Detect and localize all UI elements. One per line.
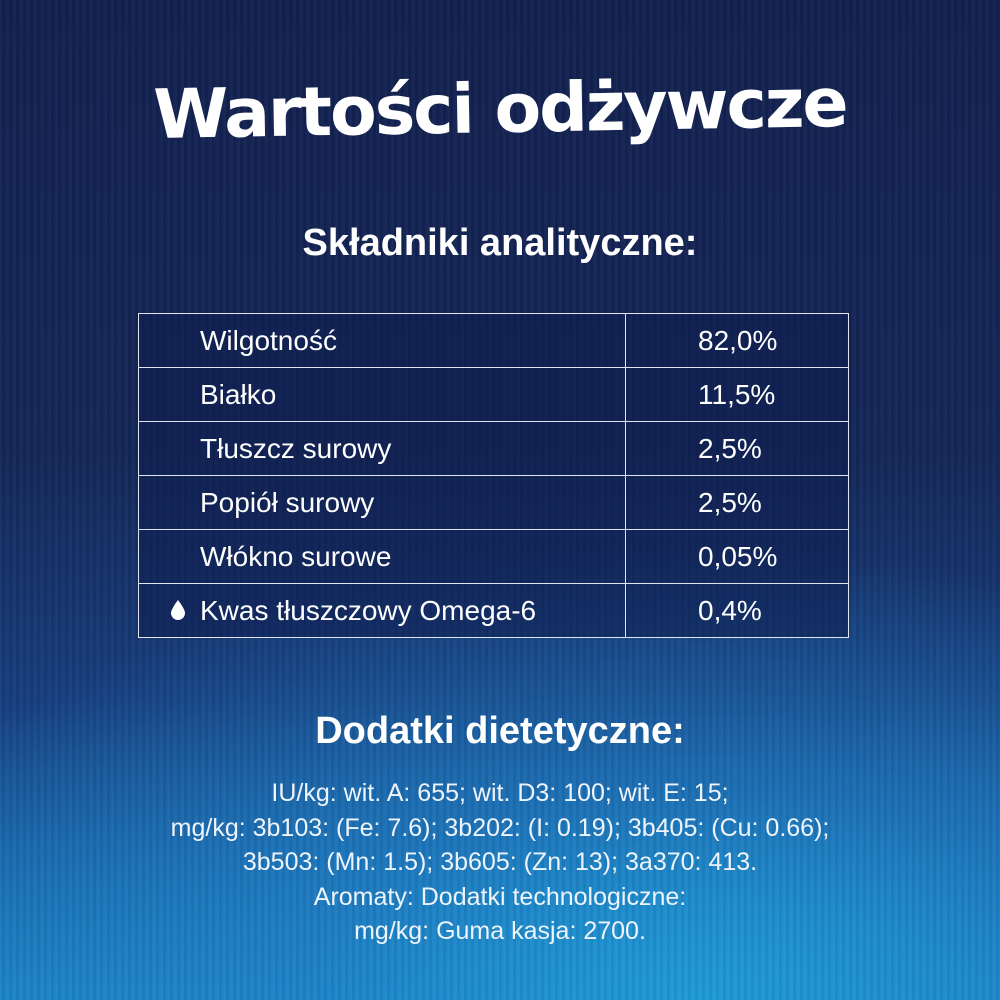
- nutrient-label: Popiół surowy: [200, 486, 375, 518]
- nutrient-value: 11,5%: [625, 367, 849, 422]
- nutrient-value: 2,5%: [625, 421, 849, 476]
- table-row: Białko 11,5%: [138, 367, 849, 422]
- nutrient-name: Wilgotność: [138, 313, 626, 368]
- additives-line: 3b503: (Mn: 1.5); 3b605: (Zn: 13); 3a370…: [242, 848, 758, 876]
- table-row: Włókno surowe 0,05%: [138, 529, 849, 584]
- nutrient-name: Tłuszcz surowy: [138, 421, 626, 476]
- nutrient-label: Kwas tłuszczowy Omega-6: [200, 594, 537, 626]
- table-row: Tłuszcz surowy 2,5%: [138, 421, 849, 476]
- nutrient-value: 82,0%: [625, 313, 849, 368]
- additives-text: IU/kg: wit. A: 655; wit. D3: 100; wit. E…: [0, 776, 1000, 949]
- nutrient-name: Białko: [138, 367, 626, 422]
- nutrient-value: 2,5%: [625, 475, 849, 530]
- nutrient-label: Tłuszcz surowy: [200, 432, 392, 464]
- analytical-heading: Składniki analityczne:: [302, 222, 698, 264]
- drop-icon: [171, 600, 185, 620]
- nutrient-label: Włókno surowe: [200, 540, 392, 572]
- table-row: Wilgotność 82,0%: [138, 313, 849, 368]
- analytical-table: Wilgotność 82,0% Białko 11,5% Tłuszcz surowy…: [138, 313, 849, 638]
- additives-heading: Dodatki dietetyczne:: [315, 710, 685, 752]
- additives-line: mg/kg: 3b103: (Fe: 7.6); 3b202: (I: 0.19…: [170, 813, 830, 842]
- additives-line: mg/kg: Guma kasja: 2700.: [354, 917, 646, 945]
- nutrient-name: Kwas tłuszczowy Omega-6: [138, 583, 626, 638]
- table-row: Kwas tłuszczowy Omega-6 0,4%: [138, 583, 849, 638]
- additives-line: IU/kg: wit. A: 655; wit. D3: 100; wit. E…: [271, 779, 729, 807]
- nutrient-label: Białko: [200, 378, 277, 410]
- nutrient-value: 0,4%: [625, 583, 849, 638]
- nutrient-value: 0,05%: [625, 529, 849, 584]
- page-title: Wartości odżywcze: [152, 63, 848, 156]
- nutrient-name: Popiół surowy: [138, 475, 626, 530]
- nutrient-name: Włókno surowe: [138, 529, 626, 584]
- additives-line: Aromaty: Dodatki technologiczne:: [313, 882, 687, 911]
- nutrient-label: Wilgotność: [200, 324, 337, 356]
- table-row: Popiół surowy 2,5%: [138, 475, 849, 530]
